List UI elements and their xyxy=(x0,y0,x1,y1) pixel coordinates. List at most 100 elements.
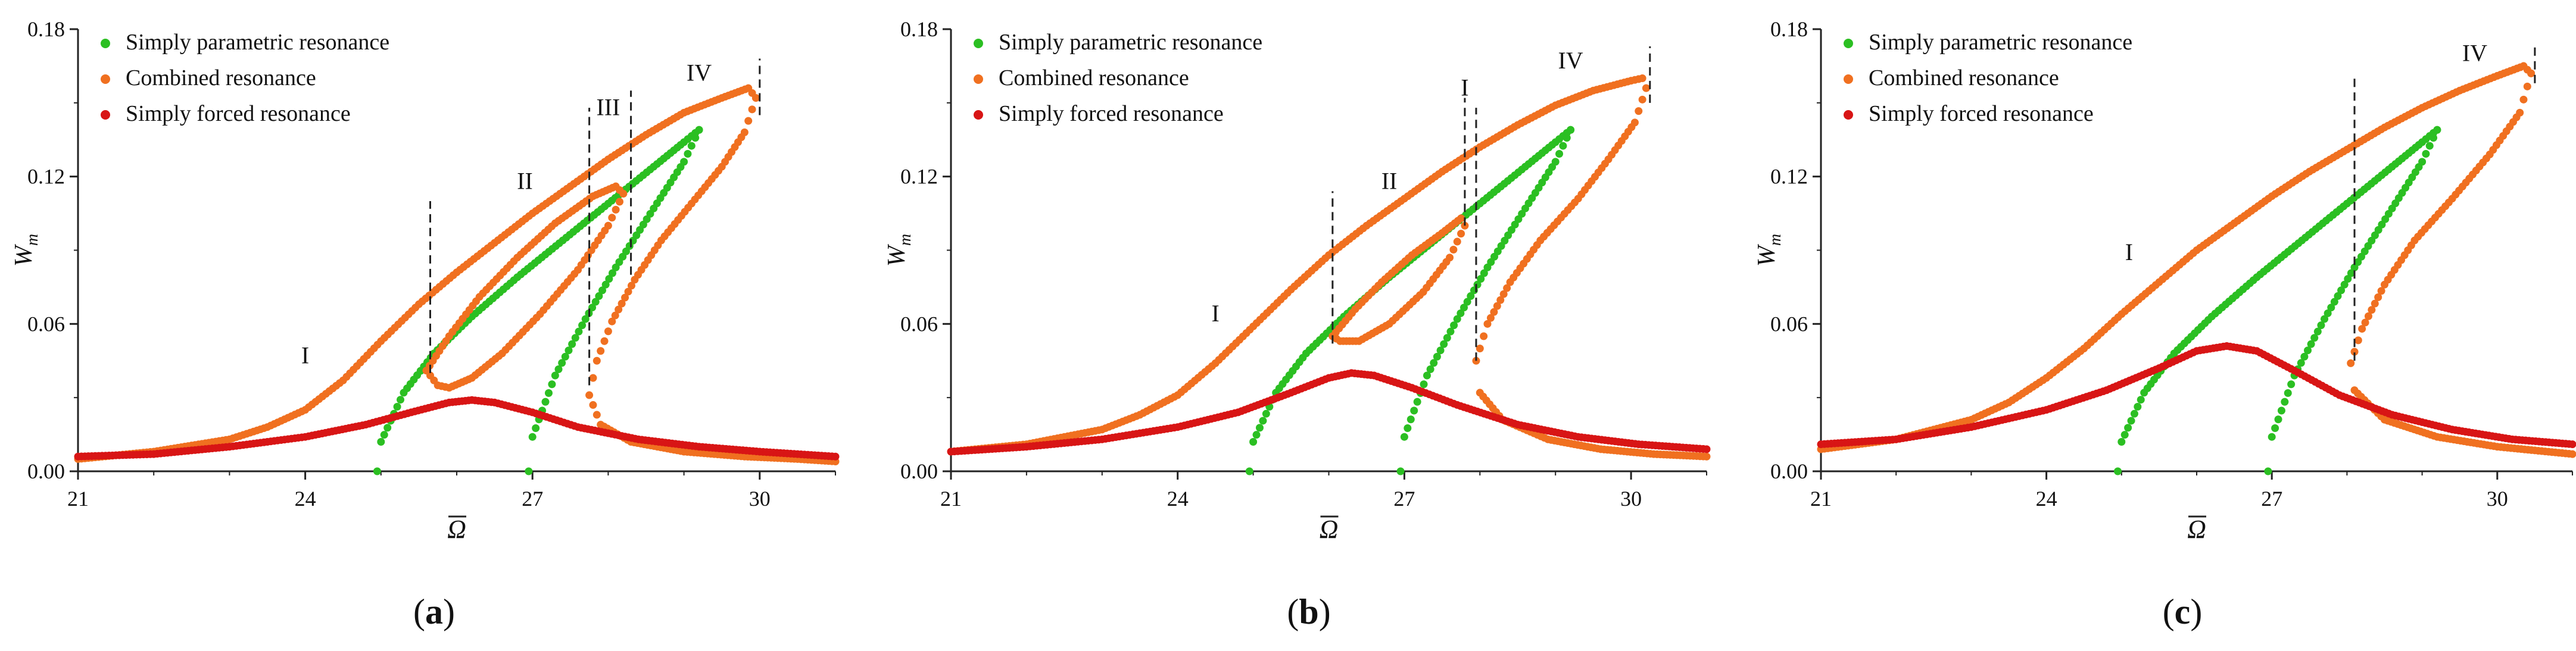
data-point xyxy=(1638,74,1646,83)
legend-marker xyxy=(101,74,110,84)
data-point xyxy=(548,380,556,389)
series-simply-forced-resonance xyxy=(74,396,840,461)
data-point xyxy=(600,337,609,345)
data-point xyxy=(2124,424,2132,432)
data-point xyxy=(2371,299,2379,308)
data-point xyxy=(581,315,590,323)
branch-label: I xyxy=(2125,239,2133,265)
data-point xyxy=(2130,409,2138,418)
data-point xyxy=(2430,134,2438,142)
data-point xyxy=(2137,396,2145,404)
data-point xyxy=(1503,284,1511,292)
x-tick-label: 21 xyxy=(1810,487,1832,511)
x-axis-label: Ω xyxy=(2187,515,2206,544)
data-point xyxy=(558,359,566,367)
x-tick-label: 27 xyxy=(2261,487,2282,511)
branch-label: IV xyxy=(687,60,712,86)
data-point xyxy=(2433,126,2441,134)
x-tick-label: 30 xyxy=(1620,487,1642,511)
data-point xyxy=(601,280,610,289)
data-point xyxy=(597,347,605,355)
data-point xyxy=(1567,126,1575,134)
data-point xyxy=(373,467,381,475)
legend-label: Simply parametric resonance xyxy=(126,30,389,55)
data-point xyxy=(624,287,632,296)
series-combined-resonance xyxy=(947,74,1711,461)
data-point xyxy=(2303,346,2312,355)
data-point xyxy=(598,286,607,295)
data-point xyxy=(1457,214,1465,223)
y-tick-label: 0.12 xyxy=(1770,165,1808,189)
data-point xyxy=(1450,321,1458,330)
data-point xyxy=(1449,245,1458,253)
data-point xyxy=(2117,437,2126,446)
data-point xyxy=(1551,158,1560,166)
chart-panel-c: 21 24 27 30 0.00 0.06 0.12 0.18 Ω Wm I IV Simply par… xyxy=(1753,17,2576,544)
data-point xyxy=(588,303,597,312)
data-point xyxy=(2307,340,2315,348)
data-point xyxy=(1446,327,1455,336)
data-point xyxy=(1436,346,1445,355)
data-point xyxy=(595,292,603,301)
data-point xyxy=(695,126,703,134)
data-point xyxy=(1702,445,1711,453)
data-point xyxy=(1420,380,1428,389)
y-tick-label: 0.06 xyxy=(900,312,938,336)
chart-panel-a: 21 24 27 300.000.060.120.18ΩWmIIIIIIIVSimpl… xyxy=(10,17,840,544)
data-point xyxy=(748,105,756,114)
data-point xyxy=(2284,389,2292,398)
data-point xyxy=(2527,69,2536,77)
data-point xyxy=(532,424,540,432)
x-axis-label: Ω xyxy=(447,515,466,544)
data-point xyxy=(571,334,579,342)
data-point xyxy=(585,391,594,399)
data-point xyxy=(422,367,431,375)
data-point xyxy=(1499,290,1508,298)
legend-label: Simply forced resonance xyxy=(1869,101,2094,126)
legend-marker xyxy=(974,74,983,84)
y-axis-label: Wm xyxy=(1753,234,1785,267)
legend-marker xyxy=(974,110,983,120)
data-point xyxy=(1404,424,1412,432)
data-point xyxy=(2374,293,2382,302)
x-tick-label: 27 xyxy=(1393,487,1415,511)
data-point xyxy=(1413,398,1421,406)
data-point xyxy=(1423,371,1431,380)
x-tick-label: 21 xyxy=(67,487,89,511)
branch-label: III xyxy=(596,93,620,120)
data-point xyxy=(2364,312,2372,320)
branch-label: IV xyxy=(1558,47,1583,74)
data-point xyxy=(589,374,597,382)
data-point xyxy=(687,142,696,150)
data-point xyxy=(2358,325,2366,333)
panel-caption: (c) xyxy=(2163,592,2203,631)
data-point xyxy=(397,396,405,404)
data-point xyxy=(2274,415,2282,424)
data-point xyxy=(1638,95,1646,104)
x-tick-label: 24 xyxy=(2036,487,2057,511)
data-point xyxy=(618,299,626,308)
y-tick-label: 0.18 xyxy=(900,17,938,41)
data-point xyxy=(377,437,385,446)
data-point xyxy=(2377,287,2385,295)
x-tick-label: 24 xyxy=(1167,487,1189,511)
x-tick-label: 27 xyxy=(522,487,543,511)
panel-caption: (a) xyxy=(413,592,455,631)
data-point xyxy=(1460,303,1468,312)
data-point xyxy=(2368,306,2376,314)
data-point xyxy=(1483,320,1492,328)
data-point xyxy=(2340,280,2349,289)
branch-label: IV xyxy=(2462,40,2487,67)
data-point xyxy=(2523,82,2531,90)
legend-marker xyxy=(101,110,110,120)
data-point xyxy=(1463,298,1471,306)
data-point xyxy=(680,158,688,166)
branch-label: II xyxy=(1381,167,1398,194)
data-point xyxy=(2313,327,2322,336)
data-point xyxy=(592,356,601,365)
data-point xyxy=(1400,433,1408,441)
y-tick-label: 0.12 xyxy=(900,165,938,189)
data-point xyxy=(2297,359,2305,367)
data-point xyxy=(1506,278,1514,286)
